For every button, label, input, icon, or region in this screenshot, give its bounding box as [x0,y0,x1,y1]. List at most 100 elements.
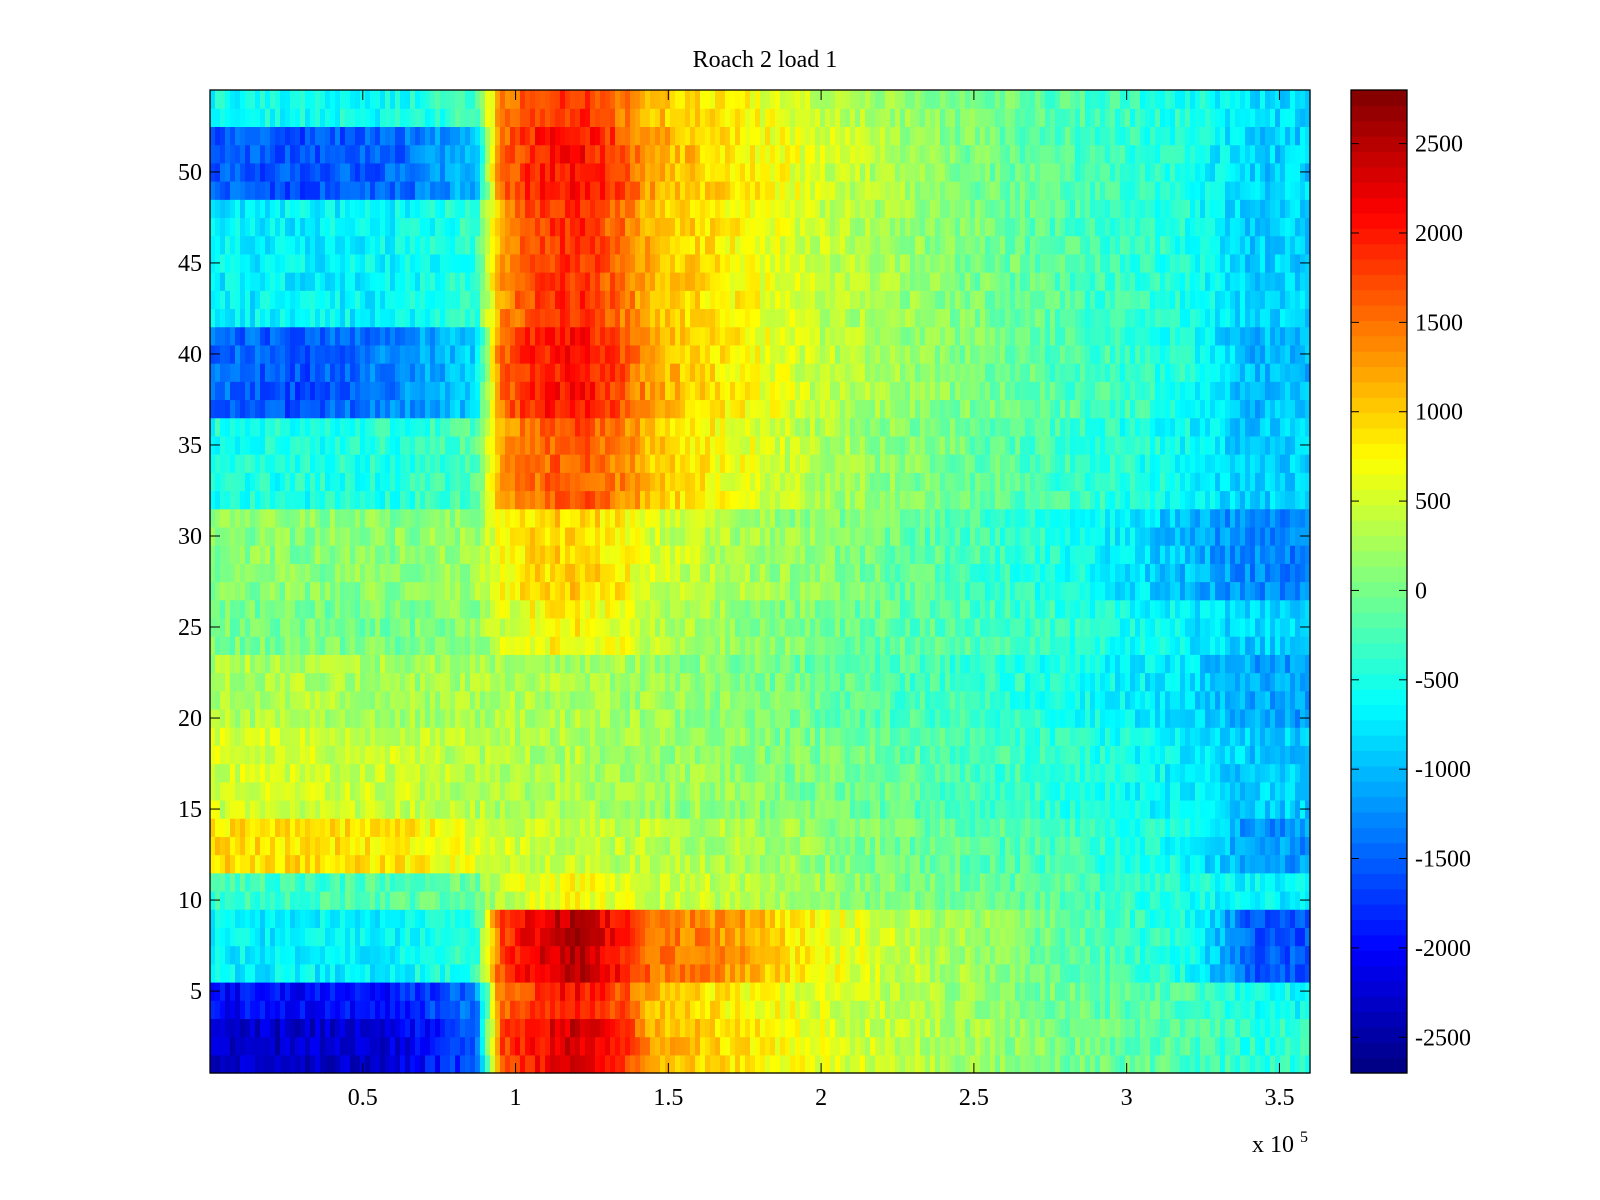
heatmap-cell [455,927,461,947]
heatmap-cell [380,672,386,692]
heatmap-cell [645,781,651,801]
heatmap-cell [980,1018,986,1038]
heatmap-cell [880,654,886,674]
heatmap-cell [945,836,951,856]
heatmap-cell [1175,745,1181,765]
heatmap-cell [445,981,451,1001]
heatmap-cell [525,763,531,783]
heatmap-cell [1045,963,1051,983]
heatmap-cell [290,799,296,819]
heatmap-cell [630,945,636,965]
heatmap-cell [1145,799,1151,819]
heatmap-cell [420,672,426,692]
heatmap-cell [600,799,606,819]
heatmap-cell [1025,799,1031,819]
heatmap-cell [780,1000,786,1019]
heatmap-cell [990,963,996,983]
heatmap-cell [960,1054,966,1074]
heatmap-cell [410,945,416,965]
heatmap-cell [335,1036,341,1056]
heatmap-cell [505,927,511,947]
heatmap-cell [450,818,456,837]
heatmap-cell [375,654,381,674]
heatmap-cell [865,854,871,874]
heatmap-cell [320,654,326,674]
heatmap-cell [1095,672,1101,692]
heatmap-cell [930,909,936,928]
heatmap-cell [885,981,891,1001]
heatmap-cell [290,909,296,928]
heatmap-cell [345,963,351,983]
heatmap-cell [550,945,556,965]
heatmap-cell [835,963,841,983]
heatmap-cell [325,872,331,892]
heatmap-cell [865,945,871,965]
heatmap-cell [1080,927,1086,947]
heatmap-cell [650,872,656,892]
heatmap-cell [905,854,911,874]
heatmap-cell [780,963,786,983]
heatmap-cell [1080,1000,1086,1019]
heatmap-cell [310,818,316,837]
heatmap-cell [450,1000,456,1019]
heatmap-cell [295,945,301,965]
heatmap-cell [250,890,256,910]
heatmap-cell [865,727,871,746]
heatmap-cell [525,1018,531,1038]
heatmap-cell [1305,727,1311,746]
heatmap-cell [1255,981,1261,1001]
heatmap-cell [785,708,791,728]
heatmap-cell [360,690,366,710]
heatmap-cell [840,854,846,874]
heatmap-cell [1205,1036,1211,1056]
heatmap-cell [550,981,556,1001]
heatmap-cell [450,872,456,892]
heatmap-cell [350,945,356,965]
heatmap-cell [945,909,951,928]
heatmap-cell [1100,745,1106,765]
heatmap-cell [530,727,536,746]
heatmap-cell [1175,690,1181,710]
heatmap-cell [415,909,421,928]
heatmap-cell [225,708,231,728]
heatmap-cell [655,708,661,728]
heatmap-cell [255,781,261,801]
heatmap-cell [505,727,511,746]
heatmap-cell [655,763,661,783]
heatmap-cell [1230,872,1236,892]
heatmap-cell [600,1018,606,1038]
heatmap-cell [355,690,361,710]
heatmap-cell [1100,1054,1106,1074]
heatmap-cell [1175,727,1181,746]
heatmap-cell [1065,945,1071,965]
heatmap-cell [1050,854,1056,874]
heatmap-cell [625,763,631,783]
heatmap-cell [765,763,771,783]
heatmap-cell [710,690,716,710]
heatmap-cell [665,927,671,947]
heatmap-cell [790,654,796,674]
heatmap-cell [1225,1036,1231,1056]
heatmap-cell [1185,981,1191,1001]
heatmap-cell [1150,890,1156,910]
heatmap-cell [790,1000,796,1019]
heatmap-cell [595,708,601,728]
heatmap-cell [760,818,766,837]
heatmap-cell [640,727,646,746]
heatmap-cell [860,872,866,892]
heatmap-cell [1155,963,1161,983]
heatmap-cell [1285,927,1291,947]
heatmap-cell [920,1036,926,1056]
heatmap-cell [215,690,221,710]
heatmap-cell [1045,890,1051,910]
heatmap-cell [1185,1000,1191,1019]
heatmap-cell [1215,963,1221,983]
heatmap-cell [580,763,586,783]
heatmap-cell [810,727,816,746]
heatmap-cell [325,708,331,728]
heatmap-cell [535,708,541,728]
heatmap-cell [715,818,721,837]
heatmap-cell [1265,945,1271,965]
heatmap-cell [1160,672,1166,692]
heatmap-cell [285,1036,291,1056]
